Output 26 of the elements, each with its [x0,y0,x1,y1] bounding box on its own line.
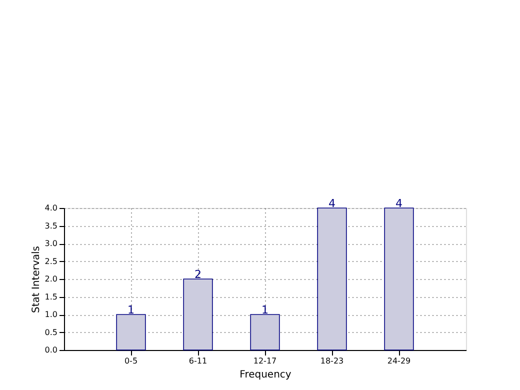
x-axis-title: Frequency [240,370,292,380]
bar [250,314,280,350]
y-tick-label: 0.0 [44,346,58,354]
data-label: 1 [128,304,134,316]
x-tick-label: 6-11 [188,356,208,366]
x-tick-label: 18-23 [320,356,344,366]
y-tick-label: 4.0 [44,204,58,212]
y-tick-label: 3.0 [44,239,58,248]
data-label: 4 [396,197,402,210]
data-label: 4 [328,197,336,210]
y-tick-label: 2.5 [44,256,58,266]
y-tick-label: 2.0 [44,274,58,284]
y-tick-label: 1.5 [44,292,58,302]
bar [183,278,213,350]
x-tick-label: 0-5 [124,356,138,366]
y-tick-label: 3.5 [44,221,58,230]
data-label: 1 [262,304,268,316]
y-tick-label: 1.0 [44,310,58,319]
bar [116,314,146,350]
y-tick-label: 0.5 [44,328,58,337]
x-tick-label: 12-17 [253,356,277,366]
bar [384,208,414,350]
data-label: 2 [194,268,202,281]
x-tick-label: 24-29 [387,356,411,366]
y-axis-title: Stat Intervals [30,246,42,314]
bar [317,208,347,350]
